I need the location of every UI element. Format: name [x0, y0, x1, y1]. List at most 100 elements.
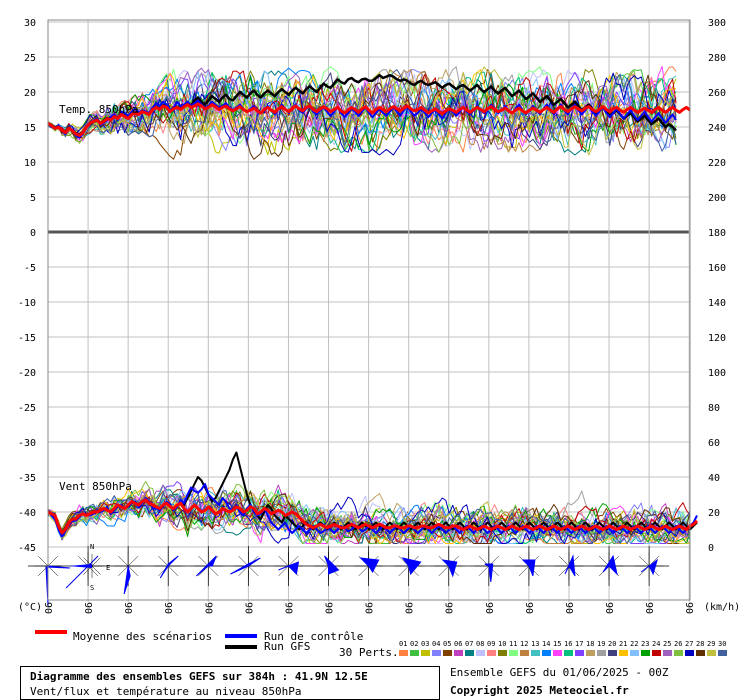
rose-shape	[278, 561, 300, 576]
pert-swatch	[421, 650, 430, 656]
x-tick-label: 17/06	[685, 602, 696, 615]
right-tick-label: 0	[708, 543, 714, 554]
x-tick-label: 13/06	[525, 602, 536, 615]
pert-number-label: 06	[454, 640, 463, 648]
x-tick-label: 01/06	[44, 602, 55, 615]
rose-spoke	[639, 555, 650, 567]
x-tick-label: 08/06	[325, 602, 336, 615]
pert-number-label: 09	[487, 640, 496, 648]
left-tick-label: -30	[18, 438, 36, 449]
pert-swatch	[674, 650, 683, 656]
rose-shape	[359, 557, 380, 573]
rose-spoke	[168, 565, 179, 577]
rose-spoke	[37, 555, 49, 567]
rose-shape	[195, 555, 217, 577]
rose-spoke	[77, 555, 89, 567]
footer-title: Diagramme des ensembles GEFS sur 384h : …	[30, 670, 368, 683]
wind-rose-first-compass	[68, 554, 104, 578]
pert-number-label: 19	[597, 640, 606, 648]
right-tick-label: 160	[708, 263, 726, 274]
left-tick-label: 20	[24, 88, 36, 99]
pert-swatch	[630, 650, 639, 656]
rose-shape	[159, 555, 179, 579]
pert-swatch	[476, 650, 485, 656]
left-tick-label: -20	[18, 368, 36, 379]
footer-title-box: Diagramme des ensembles GEFS sur 384h : …	[20, 666, 440, 700]
pert-swatch	[641, 650, 650, 656]
rose-spoke	[127, 565, 139, 577]
wind-pert-line	[47, 484, 691, 544]
control-legend-label: Run de contrôle	[264, 630, 364, 643]
pert-number-label: 14	[542, 640, 551, 648]
wind-rose	[148, 546, 189, 586]
rose-spoke	[278, 555, 289, 567]
pert-number-label: 29	[707, 640, 716, 648]
x-tick-label: 15/06	[605, 602, 616, 615]
temp-pert-line	[47, 69, 677, 147]
rose-spoke	[118, 555, 129, 567]
wind-pert-line	[47, 490, 691, 544]
perts-legend-label: 30 Perts.	[339, 646, 399, 659]
x-tick-label: 04/06	[164, 602, 175, 615]
pert-swatch	[520, 650, 529, 656]
pert-number-label: 12	[520, 640, 529, 648]
wind-rose	[188, 546, 229, 586]
run-info: Ensemble GEFS du 01/06/2025 - 00Z	[450, 666, 669, 679]
left-tick-label: 0	[30, 228, 36, 239]
x-tick-label: 16/06	[645, 602, 656, 615]
x-tick-label: 06/06	[244, 602, 255, 615]
pert-swatch	[410, 650, 419, 656]
wind-rose	[268, 546, 309, 586]
wind-pert-line	[47, 490, 691, 544]
rose-spoke	[91, 565, 101, 575]
pert-swatch	[707, 650, 716, 656]
copyright: Copyright 2025 Meteociel.fr	[450, 684, 629, 697]
rose-shape	[401, 557, 422, 576]
mean-legend-label: Moyenne des scénarios	[73, 630, 213, 643]
left-tick-label: -5	[24, 263, 36, 274]
rose-spoke	[238, 565, 249, 577]
control-swatch	[225, 634, 257, 638]
rose-shape	[640, 558, 659, 576]
right-tick-label: 80	[708, 403, 720, 414]
pert-swatch	[487, 650, 496, 656]
left-tick-label: 10	[24, 158, 36, 169]
rose-shape	[484, 563, 494, 583]
rose-spoke	[278, 565, 289, 577]
pert-swatch	[597, 650, 606, 656]
pert-number-label: 20	[608, 640, 617, 648]
wind-rose	[228, 546, 269, 586]
compass-n: N	[90, 543, 94, 551]
rose-spoke	[91, 557, 101, 567]
rose-shape	[441, 559, 458, 578]
right-tick-label: 260	[708, 88, 726, 99]
pert-number-label: 15	[553, 640, 562, 648]
rose-spoke	[318, 555, 329, 567]
pert-swatch	[663, 650, 672, 656]
pert-number-label: 23	[641, 640, 650, 648]
pert-number-label: 05	[443, 640, 452, 648]
pert-number-label: 25	[663, 640, 672, 648]
rose-shape	[123, 565, 131, 595]
x-tick-label: 07/06	[284, 602, 295, 615]
pert-number-label: 13	[531, 640, 540, 648]
footer-subtitle: Vent/flux et température au niveau 850hP…	[30, 685, 302, 698]
rose-spoke	[398, 565, 409, 577]
rose-spoke	[198, 555, 209, 567]
rose-shape	[65, 555, 99, 589]
rose-spoke	[478, 565, 490, 577]
x-tick-label: 12/06	[485, 602, 496, 615]
pert-number-label: 01	[399, 640, 408, 648]
pert-swatch	[575, 650, 584, 656]
wind-rose	[308, 546, 349, 586]
pert-number-label: 07	[465, 640, 474, 648]
x-tick-label: 02/06	[84, 602, 95, 615]
main-series-lines	[47, 73, 699, 538]
right-tick-label: 20	[708, 508, 720, 519]
rose-spoke	[518, 565, 530, 577]
right-axis-unit: (km/h)	[704, 602, 740, 613]
wind-rose	[548, 546, 589, 586]
pert-swatch	[696, 650, 705, 656]
gfs-legend-label: Run GFS	[264, 640, 311, 653]
rose-shape	[602, 554, 618, 576]
